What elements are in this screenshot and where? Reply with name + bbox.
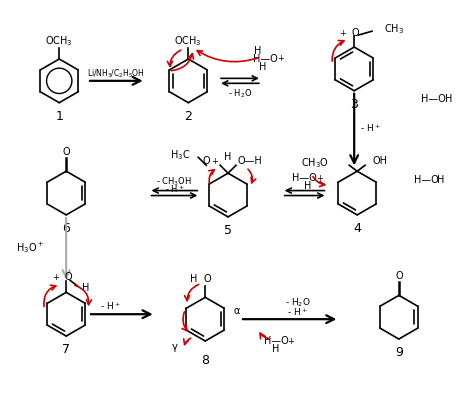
- Text: OH: OH: [372, 156, 387, 166]
- Text: 2: 2: [184, 110, 192, 123]
- Text: O: O: [203, 274, 211, 284]
- Text: O—H: O—H: [238, 156, 263, 166]
- Text: OCH$_3$: OCH$_3$: [174, 34, 202, 48]
- Text: +: +: [288, 336, 294, 346]
- Text: O: O: [395, 271, 403, 282]
- Text: +: +: [52, 273, 59, 282]
- Text: O: O: [63, 147, 70, 157]
- Text: H—O: H—O: [414, 175, 438, 185]
- Text: H: H: [272, 344, 279, 354]
- Text: H: H: [254, 46, 262, 56]
- Text: H: H: [259, 62, 266, 72]
- Text: 3: 3: [350, 98, 358, 111]
- Text: 9: 9: [395, 346, 403, 359]
- Text: +: +: [211, 157, 218, 166]
- Text: - H$^+$: - H$^+$: [100, 300, 121, 312]
- Text: 1: 1: [55, 110, 63, 123]
- Text: H: H: [304, 181, 311, 191]
- Text: Li/NH$_3$/C$_2$H$_5$OH: Li/NH$_3$/C$_2$H$_5$OH: [87, 68, 145, 80]
- Text: H—O: H—O: [253, 54, 278, 64]
- Text: O: O: [202, 156, 210, 166]
- Text: - H$^+$: - H$^+$: [164, 183, 184, 195]
- Text: O: O: [351, 28, 359, 38]
- Text: - H$_2$O: - H$_2$O: [285, 296, 310, 308]
- Text: H: H: [437, 175, 444, 185]
- Text: - H$_2$O: - H$_2$O: [228, 87, 252, 100]
- Text: CH$_3$: CH$_3$: [384, 22, 404, 36]
- Text: 6: 6: [62, 222, 70, 235]
- Text: - H$^+$: - H$^+$: [287, 306, 308, 318]
- Text: H—O: H—O: [421, 94, 446, 104]
- Text: +: +: [277, 55, 283, 63]
- Text: 5: 5: [224, 224, 232, 237]
- Text: 7: 7: [62, 344, 70, 356]
- Text: γ: γ: [172, 342, 177, 352]
- Text: H: H: [82, 284, 90, 294]
- Text: +: +: [316, 174, 323, 183]
- Text: H: H: [224, 152, 232, 162]
- Text: - CH$_3$OH: - CH$_3$OH: [156, 176, 192, 188]
- Text: α: α: [233, 306, 239, 316]
- Text: H—O: H—O: [292, 173, 317, 183]
- Text: OCH$_3$: OCH$_3$: [46, 34, 73, 48]
- Text: H$_3$O$^+$: H$_3$O$^+$: [16, 240, 45, 255]
- Text: +: +: [339, 28, 346, 38]
- Text: O: O: [64, 272, 72, 282]
- Text: 8: 8: [201, 354, 209, 367]
- Text: H—O: H—O: [264, 336, 289, 346]
- Text: 4: 4: [353, 222, 361, 235]
- Text: H$_3$C: H$_3$C: [170, 148, 191, 162]
- Text: - H$^+$: - H$^+$: [360, 123, 381, 134]
- Text: CH$_3$O: CH$_3$O: [301, 156, 329, 170]
- Text: H: H: [190, 274, 197, 284]
- Text: H: H: [445, 94, 452, 104]
